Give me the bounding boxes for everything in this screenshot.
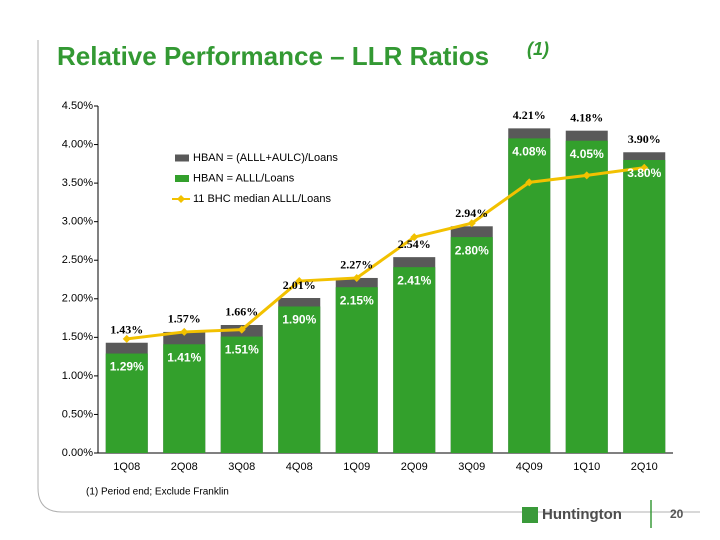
page-number: 20 <box>670 507 684 521</box>
y-tick-label: 2.00% <box>62 293 93 305</box>
data-label: 2.27% <box>340 258 373 272</box>
y-tick-label: 1.50% <box>62 331 93 343</box>
data-label: 4.08% <box>512 145 546 159</box>
line-marker <box>640 163 649 172</box>
data-label: 2.80% <box>455 243 489 257</box>
line-marker <box>410 233 419 242</box>
data-label: 1.43% <box>110 322 143 336</box>
data-label: 3.90% <box>628 132 661 146</box>
bar <box>220 336 263 453</box>
x-tick-label: 1Q08 <box>113 461 140 473</box>
legend-swatch <box>175 175 189 182</box>
logo-icon <box>522 507 538 523</box>
data-label: 2.01% <box>283 278 316 292</box>
x-tick-label: 3Q08 <box>228 461 255 473</box>
bar <box>163 344 206 453</box>
data-label: 1.66% <box>225 305 258 319</box>
data-label: 1.41% <box>167 350 201 364</box>
legend-label: 11 BHC median ALLL/Loans <box>193 193 331 205</box>
chart-title: Relative Performance – LLR Ratios <box>57 41 489 71</box>
logo: Huntington <box>522 506 622 523</box>
slide-frame <box>37 40 700 513</box>
y-tick-label: 4.50% <box>62 100 93 112</box>
footnote: (1) Period end; Exclude Franklin <box>86 487 229 498</box>
y-tick-label: 4.00% <box>62 138 93 150</box>
data-label: 4.18% <box>570 110 603 124</box>
y-tick-label: 2.50% <box>62 254 93 266</box>
line-marker <box>295 277 304 286</box>
data-label: 1.29% <box>110 360 144 374</box>
y-tick-label: 1.00% <box>62 370 93 382</box>
data-label: 1.90% <box>282 313 316 327</box>
line-marker <box>180 327 189 336</box>
bar <box>335 287 378 453</box>
line-marker <box>352 273 361 282</box>
bar <box>105 353 148 453</box>
bar <box>450 237 493 453</box>
x-tick-label: 3Q09 <box>458 461 485 473</box>
y-tick-label: 0.50% <box>62 408 93 420</box>
x-tick-label: 2Q08 <box>171 461 198 473</box>
data-label: 1.57% <box>168 312 201 326</box>
line-marker <box>237 325 246 334</box>
bar <box>393 267 436 453</box>
bar <box>565 140 608 453</box>
data-label: 2.15% <box>340 293 374 307</box>
y-tick-label: 0.00% <box>62 447 93 459</box>
y-tick-label: 3.50% <box>62 177 93 189</box>
y-tick-label: 3.00% <box>62 216 93 228</box>
line <box>126 166 645 341</box>
line-marker <box>467 219 476 228</box>
x-tick-label: 1Q10 <box>573 461 600 473</box>
legend-swatch <box>177 195 185 203</box>
data-label: 2.41% <box>397 273 431 287</box>
x-tick-label: 4Q08 <box>286 461 313 473</box>
legend-swatch <box>175 154 189 162</box>
logo-text: Huntington <box>542 506 622 523</box>
legend-label: HBAN = (ALLL+AULC)/Loans <box>193 152 338 164</box>
title-note: (1) <box>527 39 549 59</box>
bar <box>623 159 666 453</box>
data-label: 3.80% <box>627 166 661 180</box>
x-tick-label: 4Q09 <box>516 461 543 473</box>
x-tick-label: 1Q09 <box>343 461 370 473</box>
x-tick-label: 2Q09 <box>401 461 428 473</box>
line-marker <box>525 178 534 187</box>
line-marker <box>582 171 591 180</box>
data-label: 2.94% <box>455 206 488 220</box>
data-label: 2.54% <box>398 237 431 251</box>
data-label: 1.51% <box>225 343 259 357</box>
line-marker <box>122 334 131 343</box>
legend-label: HBAN = ALLL/Loans <box>193 172 295 184</box>
data-label: 4.05% <box>570 147 604 161</box>
data-label: 4.21% <box>513 108 546 122</box>
bar <box>278 306 321 453</box>
x-tick-label: 2Q10 <box>631 461 658 473</box>
